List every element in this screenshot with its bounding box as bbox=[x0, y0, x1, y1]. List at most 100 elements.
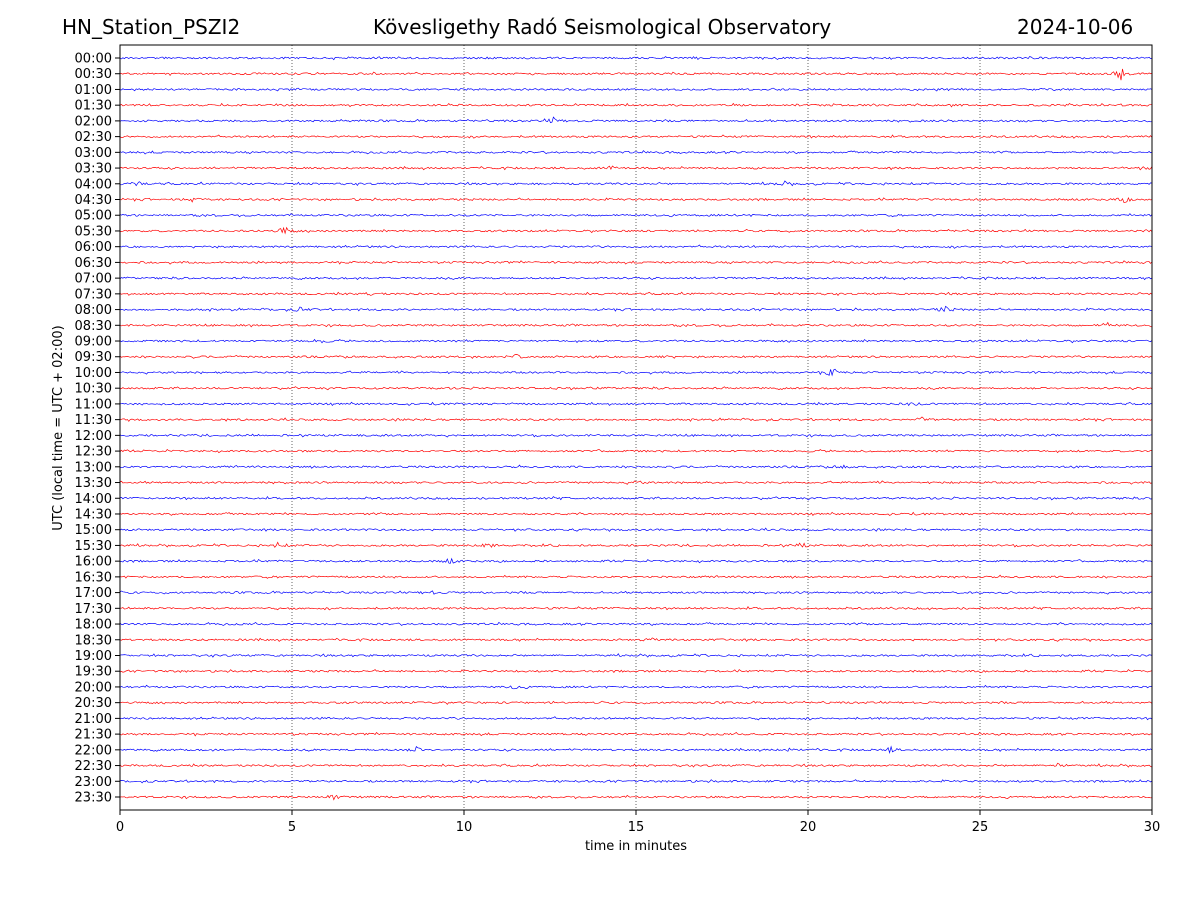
trace-0130 bbox=[119, 102, 1152, 108]
y-tick-label: 22:30 bbox=[75, 759, 112, 774]
trace-2130 bbox=[119, 731, 1153, 737]
y-tick-label: 22:00 bbox=[75, 743, 112, 758]
y-tick-label: 20:30 bbox=[75, 696, 112, 711]
trace-1300 bbox=[119, 464, 1153, 469]
trace-2300 bbox=[119, 779, 1153, 784]
y-tick-label: 08:00 bbox=[75, 303, 112, 318]
trace-0200 bbox=[119, 116, 1153, 124]
y-tick-label: 10:00 bbox=[75, 366, 112, 381]
trace-0100 bbox=[120, 87, 1153, 92]
trace-0930 bbox=[119, 354, 1153, 359]
y-tick-label: 16:30 bbox=[75, 570, 112, 585]
y-tick-label: 12:00 bbox=[75, 429, 112, 444]
trace-1500 bbox=[119, 527, 1153, 532]
trace-0830 bbox=[119, 321, 1153, 328]
trace-0530 bbox=[120, 226, 1153, 235]
trace-1730 bbox=[119, 606, 1153, 611]
y-tick-label: 13:00 bbox=[75, 460, 112, 475]
trace-1700 bbox=[119, 590, 1153, 595]
trace-1200 bbox=[119, 433, 1153, 438]
trace-1830 bbox=[119, 637, 1153, 642]
y-tick-label: 11:30 bbox=[75, 413, 112, 428]
trace-0730 bbox=[119, 291, 1153, 296]
trace-0430 bbox=[119, 197, 1153, 204]
y-tick-label: 11:00 bbox=[75, 397, 112, 412]
trace-0630 bbox=[119, 260, 1153, 265]
y-tick-label: 20:00 bbox=[75, 680, 112, 695]
trace-0230 bbox=[119, 134, 1153, 139]
date-label: 2024-10-06 bbox=[1017, 15, 1134, 39]
y-tick-label: 07:30 bbox=[75, 287, 112, 302]
trace-0300 bbox=[119, 150, 1153, 155]
trace-0500 bbox=[119, 213, 1153, 218]
trace-2000 bbox=[119, 684, 1153, 690]
trace-2200 bbox=[119, 745, 1153, 755]
trace-1600 bbox=[120, 557, 1153, 564]
trace-1000 bbox=[119, 368, 1153, 377]
trace-2230 bbox=[119, 762, 1153, 768]
y-tick-label: 14:30 bbox=[75, 507, 112, 522]
x-tick-label: 15 bbox=[628, 820, 645, 835]
trace-0700 bbox=[119, 276, 1153, 281]
trace-2100 bbox=[119, 716, 1153, 721]
y-tick-label: 04:30 bbox=[75, 193, 112, 208]
trace-1030 bbox=[119, 386, 1153, 391]
y-tick-label: 10:30 bbox=[75, 382, 112, 397]
y-tick-label: 05:30 bbox=[75, 224, 112, 239]
trace-2330 bbox=[119, 794, 1152, 801]
trace-1430 bbox=[119, 511, 1153, 516]
y-tick-label: 01:00 bbox=[75, 83, 112, 98]
y-tick-label: 13:30 bbox=[75, 476, 112, 491]
y-tick-label: 21:30 bbox=[75, 728, 112, 743]
y-tick-label: 17:00 bbox=[75, 586, 112, 601]
plot-frame bbox=[119, 44, 1153, 811]
y-tick-label: 05:00 bbox=[75, 209, 112, 224]
x-tick-label: 0 bbox=[116, 820, 124, 835]
trace-1530 bbox=[119, 541, 1153, 548]
y-tick-label: 02:30 bbox=[75, 130, 112, 145]
y-tick-label: 08:30 bbox=[75, 319, 112, 334]
trace-0400 bbox=[119, 180, 1153, 187]
y-tick-label: 18:30 bbox=[75, 633, 112, 648]
y-tick-label: 17:30 bbox=[75, 602, 112, 617]
y-tick-label: 00:30 bbox=[75, 67, 112, 82]
x-tick-label: 30 bbox=[1144, 820, 1161, 835]
y-tick-label: 15:00 bbox=[75, 523, 112, 538]
y-tick-label: 18:00 bbox=[75, 618, 112, 633]
y-tick-label: 04:00 bbox=[75, 177, 112, 192]
y-tick-label: 07:00 bbox=[75, 272, 112, 287]
y-tick-label: 23:30 bbox=[75, 791, 112, 806]
trace-0000 bbox=[119, 56, 1153, 61]
trace-1800 bbox=[119, 621, 1153, 626]
trace-1130 bbox=[119, 416, 1153, 422]
trace-0800 bbox=[119, 305, 1153, 313]
y-tick-label: 09:00 bbox=[75, 335, 112, 350]
trace-1330 bbox=[119, 480, 1153, 485]
trace-1900 bbox=[119, 653, 1153, 658]
x-tick-label: 20 bbox=[800, 820, 817, 835]
trace-1630 bbox=[119, 574, 1153, 579]
y-tick-label: 19:00 bbox=[75, 649, 112, 664]
y-tick-label: 16:00 bbox=[75, 555, 112, 570]
trace-1100 bbox=[119, 401, 1153, 407]
trace-0600 bbox=[119, 244, 1153, 249]
trace-0030 bbox=[119, 68, 1153, 81]
y-tick-label: 03:30 bbox=[75, 162, 112, 177]
y-tick-label: 01:30 bbox=[75, 99, 112, 114]
x-tick-label: 10 bbox=[456, 820, 473, 835]
x-tick-label: 25 bbox=[972, 820, 989, 835]
chart-title: Kövesligethy Radó Seismological Observat… bbox=[373, 15, 832, 39]
trace-0900 bbox=[119, 338, 1153, 344]
y-axis-label: UTC (local time = UTC + 02:00) bbox=[51, 325, 66, 530]
y-tick-label: 15:30 bbox=[75, 539, 112, 554]
trace-1230 bbox=[119, 449, 1153, 454]
y-tick-label: 23:00 bbox=[75, 775, 112, 790]
trace-0330 bbox=[120, 165, 1153, 171]
x-tick-label: 5 bbox=[288, 820, 296, 835]
y-tick-label: 19:30 bbox=[75, 665, 112, 680]
x-axis-label: time in minutes bbox=[585, 839, 687, 854]
y-tick-label: 03:00 bbox=[75, 146, 112, 161]
y-tick-label: 06:30 bbox=[75, 256, 112, 271]
trace-1930 bbox=[119, 669, 1153, 673]
